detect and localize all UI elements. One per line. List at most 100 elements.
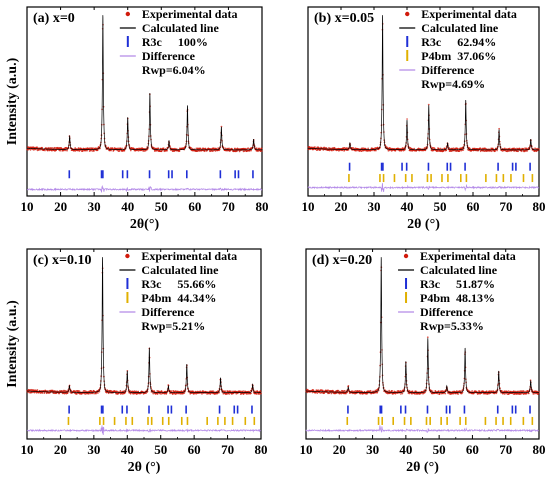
data-point xyxy=(314,146,316,148)
legend-calculated: Calculated line xyxy=(421,21,499,35)
data-point xyxy=(255,147,258,150)
data-point xyxy=(522,147,525,150)
x-tick-label: 50 xyxy=(433,442,446,457)
legend-experimental: Experimental data xyxy=(420,249,516,263)
data-point xyxy=(496,149,498,152)
data-point xyxy=(36,389,39,391)
data-point xyxy=(525,392,528,395)
data-point xyxy=(375,149,377,152)
data-point xyxy=(145,392,147,395)
data-point xyxy=(507,390,510,392)
data-point xyxy=(255,393,258,395)
data-point xyxy=(517,150,519,153)
data-point xyxy=(110,389,112,392)
data-point xyxy=(456,147,459,150)
data-point xyxy=(388,149,391,152)
x-tick-label: 30 xyxy=(368,199,381,214)
data-point xyxy=(212,149,215,152)
data-point xyxy=(426,336,429,339)
data-point xyxy=(66,149,68,152)
data-point xyxy=(129,390,131,392)
data-point xyxy=(121,147,123,150)
legend-phase-fraction: 37.06% xyxy=(457,49,496,63)
data-point xyxy=(92,147,94,149)
data-point xyxy=(376,146,379,149)
data-point xyxy=(436,392,439,395)
data-point xyxy=(522,390,525,393)
data-point xyxy=(74,147,77,149)
data-point xyxy=(503,393,506,395)
data-point xyxy=(157,147,160,150)
data-point xyxy=(524,147,526,150)
data-point xyxy=(162,147,165,150)
data-point xyxy=(90,149,93,152)
data-point xyxy=(41,392,44,394)
data-point xyxy=(224,390,227,393)
x-tick-label: 10 xyxy=(302,199,315,214)
x-axis-label: 2θ (°) xyxy=(407,217,440,232)
y-axis-label: Intensity (a.u.) xyxy=(5,57,20,145)
data-point xyxy=(248,150,251,152)
data-point xyxy=(75,393,78,395)
legend-phase-fraction: 44.34% xyxy=(177,291,216,305)
data-point xyxy=(29,148,32,151)
difference-curve xyxy=(26,425,262,436)
data-point xyxy=(234,147,236,150)
data-point xyxy=(47,389,49,392)
data-point xyxy=(445,149,448,152)
data-point xyxy=(214,150,217,152)
data-point xyxy=(84,393,87,395)
data-point xyxy=(444,392,447,395)
data-point xyxy=(347,385,350,387)
data-point xyxy=(337,389,340,392)
legend-phase-name: R3c xyxy=(420,277,441,291)
data-point xyxy=(391,389,393,392)
data-point xyxy=(462,149,465,151)
x-tick-label: 50 xyxy=(154,442,167,457)
x-tick-label: 20 xyxy=(333,442,346,457)
legend-symbol-experimental xyxy=(405,11,410,17)
data-point xyxy=(41,147,44,149)
legend-experimental: Experimental data xyxy=(421,7,517,21)
x-tick-label: 80 xyxy=(533,199,546,214)
data-point xyxy=(27,148,30,151)
xrd-panel-2: 10 20 30 40 50 60 70 80 2θ (°) Intensity (a.u.) (c… xyxy=(5,248,268,475)
difference-curve xyxy=(307,183,540,192)
data-point xyxy=(247,147,250,150)
data-point xyxy=(437,150,440,152)
legend-symbol-experimental xyxy=(125,11,131,17)
legend-phase-name: R3c xyxy=(421,35,442,49)
legend-difference: Difference xyxy=(141,305,195,319)
data-point xyxy=(175,148,178,150)
xrd-panel-1: 10 20 30 40 50 60 70 80 2θ (°) (b) x=0.05 Experime… xyxy=(302,6,546,232)
data-point xyxy=(401,392,404,395)
legend-calculated: Calculated line xyxy=(142,21,220,35)
legend-phase-fraction: 51.87% xyxy=(456,277,495,291)
panel-label: (a) x=0 xyxy=(33,11,75,26)
data-point xyxy=(110,149,113,152)
difference-curve xyxy=(26,185,263,193)
x-axis-label: 2θ (°) xyxy=(406,460,439,475)
rwp-value: Rwp=6.04% xyxy=(142,63,206,77)
x-tick-label: 30 xyxy=(87,442,100,457)
x-tick-label: 30 xyxy=(88,199,101,214)
data-point xyxy=(317,389,319,391)
data-point xyxy=(352,147,355,149)
data-point xyxy=(393,147,396,150)
legend-difference: Difference xyxy=(142,49,196,63)
data-point xyxy=(471,390,473,392)
data-point xyxy=(44,149,46,152)
data-point xyxy=(527,392,530,395)
data-point xyxy=(485,390,488,393)
data-point xyxy=(438,390,440,392)
data-point xyxy=(129,149,132,152)
data-point xyxy=(46,149,49,152)
data-point xyxy=(261,150,263,152)
x-tick-label: 80 xyxy=(255,442,268,457)
panel-label: (b) x=0.05 xyxy=(314,11,374,26)
data-point xyxy=(399,393,402,395)
rwp-value: Rwp=5.33% xyxy=(420,319,484,333)
data-point xyxy=(129,392,132,395)
x-axis-label: 2θ (°) xyxy=(128,460,161,475)
x-tick-label: 60 xyxy=(188,442,201,457)
